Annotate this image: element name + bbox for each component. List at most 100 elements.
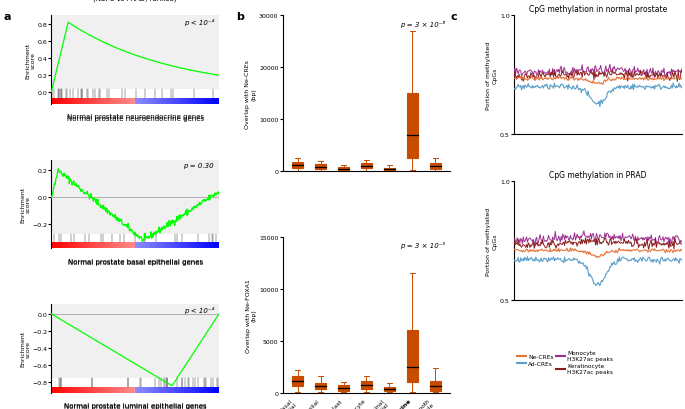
Bar [115,99,116,105]
Bar [133,99,134,105]
Bar [208,387,209,393]
Bar [78,99,79,105]
Bar [209,99,210,105]
Bar [145,99,146,105]
Bar [145,243,146,249]
Bar [98,99,99,105]
Bar [215,99,216,105]
Bar [218,99,219,105]
Bar [181,243,182,249]
Bar [90,387,91,393]
Bar [71,243,72,249]
Bar [168,387,169,393]
Bar [139,99,140,105]
Bar [103,99,104,105]
Bar [105,387,106,393]
Bar [98,243,99,249]
Bar [58,99,59,105]
Bar [80,387,81,393]
Bar [87,99,88,105]
Bar [201,387,202,393]
Bar [164,387,165,393]
Bar [60,243,61,249]
Bar [58,243,59,249]
Bar [91,243,92,249]
Bar [207,243,208,249]
Bar [86,387,87,393]
Bar [106,387,107,393]
Bar [75,99,76,105]
Bar [217,243,218,249]
Bar [95,387,96,393]
Bar [338,385,349,391]
Bar [79,243,80,249]
Bar [54,387,55,393]
Bar [173,387,175,393]
Bar [193,99,194,105]
Bar [118,99,119,105]
Bar [216,243,217,249]
Bar [185,387,186,393]
Bar [134,99,135,105]
Bar [96,243,97,249]
Bar [135,99,136,105]
Bar [54,99,55,105]
Bar [138,387,139,393]
Bar [129,99,131,105]
Bar [194,99,195,105]
Bar [218,243,219,249]
Bar [182,99,183,105]
Bar [91,99,92,105]
Bar [79,99,80,105]
Bar [142,243,143,249]
Bar [150,387,151,393]
Bar [154,387,155,393]
Bar [111,99,112,105]
Bar [117,387,118,393]
Bar [61,387,62,393]
Bar [157,387,158,393]
Bar [96,387,97,393]
Y-axis label: Enrichment
score: Enrichment score [25,43,36,79]
Bar [198,243,199,249]
Bar [129,387,131,393]
Text: Normal prostate neuroendocrine genes: Normal prostate neuroendocrine genes [66,114,203,120]
Bar [136,99,137,105]
Bar [197,387,198,393]
Bar [192,99,193,105]
Bar [191,99,192,105]
Bar [62,99,63,105]
Bar [82,99,84,105]
Text: Normal prostate neuroendocrine genes: Normal prostate neuroendocrine genes [66,115,203,121]
Bar [61,99,62,105]
Bar [161,387,162,393]
Bar [133,387,134,393]
Bar [159,99,160,105]
Bar [90,243,91,249]
Bar [109,243,110,249]
Bar [179,99,180,105]
Bar [213,387,214,393]
Bar [143,243,144,249]
Legend: Ne-CREs, Ad-CREs, Monocyte
H3K27ac peaks, Keratinocyte
H3K27ac peaks: Ne-CREs, Ad-CREs, Monocyte H3K27ac peaks… [517,351,614,374]
Bar [142,387,143,393]
Bar [85,99,86,105]
Bar [56,99,58,105]
Bar [56,243,58,249]
Bar [131,387,132,393]
Bar [97,243,98,249]
Bar [122,243,123,249]
Bar [195,99,196,105]
Bar [180,99,181,105]
Bar [199,99,201,105]
Bar [148,387,149,393]
Bar [183,243,184,249]
Bar [121,387,122,393]
Bar [176,99,177,105]
Y-axis label: Portion of methylated
CpGs: Portion of methylated CpGs [486,207,497,275]
Bar [158,243,159,249]
Bar [186,387,187,393]
Bar [209,387,210,393]
Bar [104,99,105,105]
Bar [100,243,101,249]
